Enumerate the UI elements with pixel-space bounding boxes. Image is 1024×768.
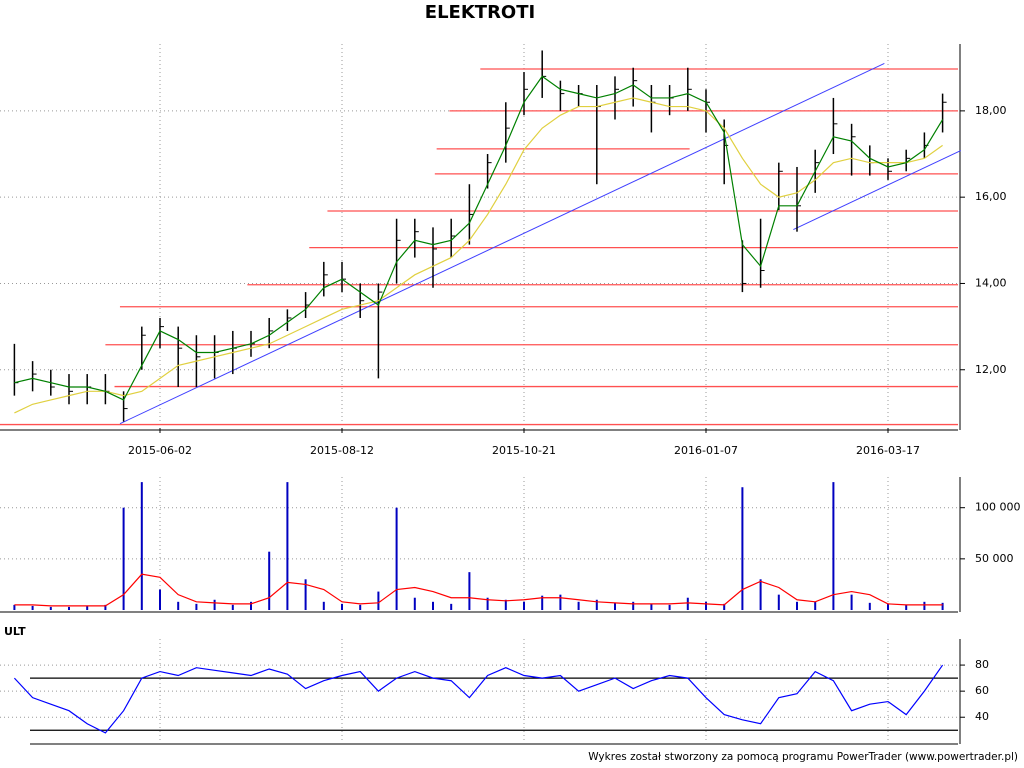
moving-average xyxy=(14,75,944,401)
volume-bar xyxy=(523,601,525,610)
volume-average xyxy=(14,573,943,607)
trend-line xyxy=(793,150,962,230)
volume-bar xyxy=(450,603,453,610)
volume-bar xyxy=(923,601,926,610)
y-tick-label: 50 000 xyxy=(975,552,1014,565)
y-tick-label: 18,00 xyxy=(975,104,1007,117)
panel-title: ULT xyxy=(4,625,26,638)
y-tick-label: 14,00 xyxy=(975,276,1007,289)
volume-bar xyxy=(632,601,635,610)
volume-bar xyxy=(650,603,653,610)
y-tick-label: 80 xyxy=(975,658,989,671)
x-tick-label: 2016-01-07 xyxy=(674,444,738,457)
volume-bar xyxy=(86,605,89,610)
volume-bar xyxy=(814,601,817,610)
volume-bar xyxy=(705,601,707,610)
volume-bar xyxy=(231,604,234,610)
volume-bar xyxy=(777,594,780,610)
volume-bar xyxy=(796,601,798,610)
volume-bar xyxy=(104,604,107,610)
volume-bar xyxy=(31,605,34,610)
volume-bar xyxy=(595,599,598,610)
volume-bar xyxy=(759,579,762,610)
y-tick-label: 40 xyxy=(975,710,989,723)
volume-bar xyxy=(122,507,125,610)
volume-bar xyxy=(868,602,871,610)
ult-line xyxy=(13,664,944,734)
volume-bar xyxy=(68,606,70,610)
x-tick-label: 2015-06-02 xyxy=(128,444,192,457)
volume-bar xyxy=(832,482,835,610)
y-tick-label: 60 xyxy=(975,684,989,697)
volume-bar xyxy=(941,602,944,610)
volume-bar xyxy=(377,591,380,610)
volume-bar xyxy=(213,599,216,610)
volume-bar xyxy=(322,601,325,610)
volume-bar xyxy=(905,604,908,610)
volume-bar xyxy=(432,601,434,610)
x-tick-label: 2015-08-12 xyxy=(310,444,374,457)
volume-bar xyxy=(286,482,289,610)
volume-bar xyxy=(304,579,307,610)
chart-title: ELEKTROTI xyxy=(425,2,535,23)
volume-bar xyxy=(887,603,889,610)
volume-bar xyxy=(140,482,143,610)
volume-bar xyxy=(468,572,471,610)
volume-bar xyxy=(177,601,180,610)
volume-bar xyxy=(159,589,161,610)
volume-bar xyxy=(341,603,343,610)
volume-bar xyxy=(541,595,544,610)
volume-bar xyxy=(577,601,580,610)
volume-bar xyxy=(49,606,52,610)
volume-bar xyxy=(504,599,507,610)
x-tick-label: 2016-03-17 xyxy=(856,444,920,457)
volume-bar xyxy=(195,603,198,610)
volume-bar xyxy=(413,597,416,610)
volume-bar xyxy=(486,597,489,610)
volume-bar xyxy=(686,597,689,610)
volume-bar xyxy=(395,507,398,610)
volume-bar xyxy=(250,601,252,610)
trend-line xyxy=(119,62,885,425)
volume-bar xyxy=(268,551,271,610)
moving-average xyxy=(14,97,943,414)
volume-bar xyxy=(13,604,16,610)
volume-bar xyxy=(850,594,853,610)
y-tick-label: 12,00 xyxy=(975,363,1007,376)
volume-bar xyxy=(614,602,616,610)
footer: Wykres został stworzony za pomocą progra… xyxy=(588,751,1018,763)
y-tick-label: 16,00 xyxy=(975,190,1007,203)
volume-bar xyxy=(559,594,562,610)
volume-bar xyxy=(359,604,362,610)
volume-bar xyxy=(741,487,744,610)
x-tick-label: 2015-10-21 xyxy=(492,444,556,457)
volume-bar xyxy=(668,604,671,610)
y-tick-label: 100 000 xyxy=(975,501,1021,514)
volume-bar xyxy=(723,603,726,610)
